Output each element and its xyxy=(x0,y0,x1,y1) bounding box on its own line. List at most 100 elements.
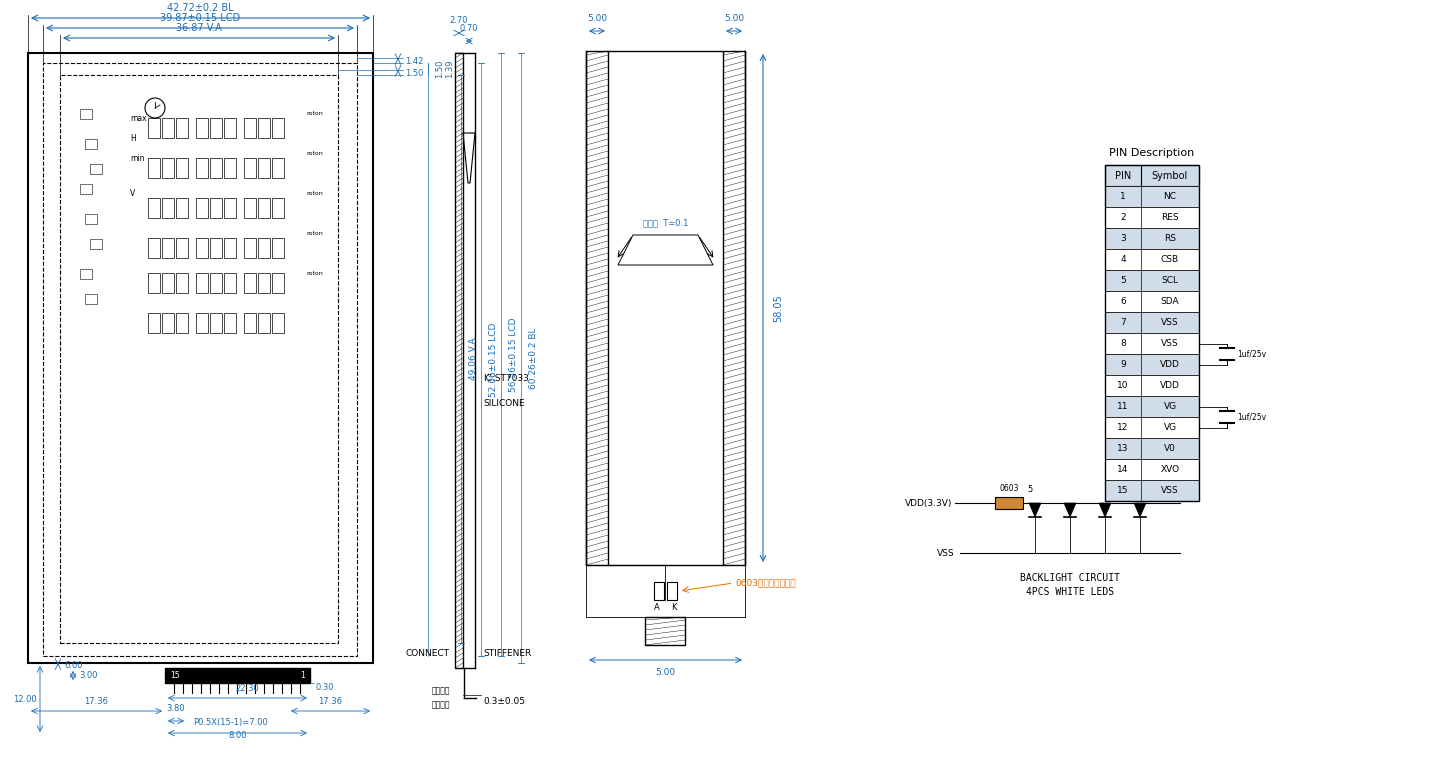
Text: PIN Description: PIN Description xyxy=(1110,148,1194,158)
Text: VDD: VDD xyxy=(1160,360,1180,369)
Text: VSS: VSS xyxy=(938,549,955,558)
Bar xyxy=(196,158,207,178)
Bar xyxy=(80,184,92,194)
Text: 1.50: 1.50 xyxy=(435,60,443,78)
Text: RS: RS xyxy=(1164,234,1175,243)
Bar xyxy=(90,239,102,249)
Text: 0603贴片电阻焊接处: 0603贴片电阻焊接处 xyxy=(735,578,797,588)
Bar xyxy=(225,158,236,178)
Bar xyxy=(176,118,187,138)
Text: SCL: SCL xyxy=(1161,276,1178,285)
Text: A: A xyxy=(654,604,659,613)
Bar xyxy=(654,582,664,600)
Bar xyxy=(176,198,187,218)
Bar xyxy=(210,273,222,293)
Bar xyxy=(1105,396,1198,417)
Bar xyxy=(84,214,97,224)
Text: 1.42: 1.42 xyxy=(405,56,423,66)
Text: VDD(3.3V): VDD(3.3V) xyxy=(905,498,952,507)
Bar xyxy=(1105,270,1198,291)
Text: 7: 7 xyxy=(1120,318,1125,327)
Text: 5.00: 5.00 xyxy=(724,14,744,23)
Text: H: H xyxy=(130,134,136,143)
Text: Symbol: Symbol xyxy=(1153,170,1188,181)
Bar xyxy=(272,198,285,218)
Text: VG: VG xyxy=(1164,423,1177,432)
Text: 1.50: 1.50 xyxy=(405,69,423,78)
Text: P0.5X(15-1)=7.00: P0.5X(15-1)=7.00 xyxy=(193,719,267,727)
Polygon shape xyxy=(1064,503,1075,517)
Bar xyxy=(245,198,256,218)
Bar xyxy=(272,238,285,258)
Bar xyxy=(1105,459,1198,480)
Text: VSS: VSS xyxy=(1161,339,1178,348)
Polygon shape xyxy=(1100,503,1111,517)
Bar xyxy=(29,53,373,663)
Text: SDA: SDA xyxy=(1161,297,1180,306)
Bar xyxy=(162,198,174,218)
Text: 3.80: 3.80 xyxy=(167,704,186,713)
Bar xyxy=(645,617,685,645)
Bar xyxy=(1105,417,1198,438)
Text: 1.39: 1.39 xyxy=(445,60,453,79)
Text: VDD: VDD xyxy=(1160,381,1180,390)
Text: XVO: XVO xyxy=(1160,465,1180,474)
Bar xyxy=(210,118,222,138)
Bar xyxy=(1105,438,1198,459)
Bar xyxy=(147,198,160,218)
Text: 2: 2 xyxy=(1120,213,1125,222)
Text: 10: 10 xyxy=(1117,381,1128,390)
Bar xyxy=(196,313,207,333)
Bar xyxy=(666,582,676,600)
Bar xyxy=(162,238,174,258)
Text: roton: roton xyxy=(306,191,323,195)
Text: 4: 4 xyxy=(1120,255,1125,264)
Bar xyxy=(196,118,207,138)
Text: 5: 5 xyxy=(1027,485,1032,494)
Text: 58.05: 58.05 xyxy=(774,294,784,322)
Bar xyxy=(225,273,236,293)
Bar xyxy=(272,158,285,178)
Text: V0: V0 xyxy=(1164,444,1175,453)
Text: 0.30: 0.30 xyxy=(315,684,333,693)
Text: 0603: 0603 xyxy=(1000,484,1018,493)
Bar xyxy=(225,118,236,138)
Bar xyxy=(162,313,174,333)
Text: CSB: CSB xyxy=(1161,255,1180,264)
Bar xyxy=(210,238,222,258)
Text: roton: roton xyxy=(306,271,323,275)
Text: 4PCS WHITE LEDS: 4PCS WHITE LEDS xyxy=(1025,587,1114,597)
Bar xyxy=(80,109,92,119)
Text: 5: 5 xyxy=(1120,276,1125,285)
Bar xyxy=(84,294,97,304)
Text: 1: 1 xyxy=(300,671,305,681)
Bar xyxy=(1105,165,1198,186)
Bar xyxy=(1105,333,1198,354)
Bar xyxy=(210,313,222,333)
Text: 39.87±0.15 LCD: 39.87±0.15 LCD xyxy=(160,13,240,23)
Bar xyxy=(995,497,1022,509)
Text: 36.87 V.A: 36.87 V.A xyxy=(176,23,222,33)
Text: 8.00: 8.00 xyxy=(229,731,247,740)
Bar xyxy=(147,118,160,138)
Bar xyxy=(245,273,256,293)
Bar xyxy=(210,158,222,178)
Polygon shape xyxy=(1134,503,1145,517)
Bar xyxy=(162,273,174,293)
Text: 1: 1 xyxy=(1120,192,1125,201)
Text: K: K xyxy=(671,604,676,613)
Text: 2.70: 2.70 xyxy=(450,16,468,25)
Text: 6: 6 xyxy=(1120,297,1125,306)
Text: STIFFENER: STIFFENER xyxy=(483,649,532,658)
Bar xyxy=(176,158,187,178)
Bar xyxy=(90,164,102,174)
Bar xyxy=(210,198,222,218)
Bar xyxy=(245,238,256,258)
Text: 49.06 V.A: 49.06 V.A xyxy=(469,338,478,380)
Text: 12.00: 12.00 xyxy=(13,694,37,703)
Text: 13: 13 xyxy=(1117,444,1128,453)
Bar xyxy=(147,238,160,258)
Text: IC:ST7033: IC:ST7033 xyxy=(483,374,529,382)
Bar xyxy=(245,118,256,138)
Bar xyxy=(272,273,285,293)
